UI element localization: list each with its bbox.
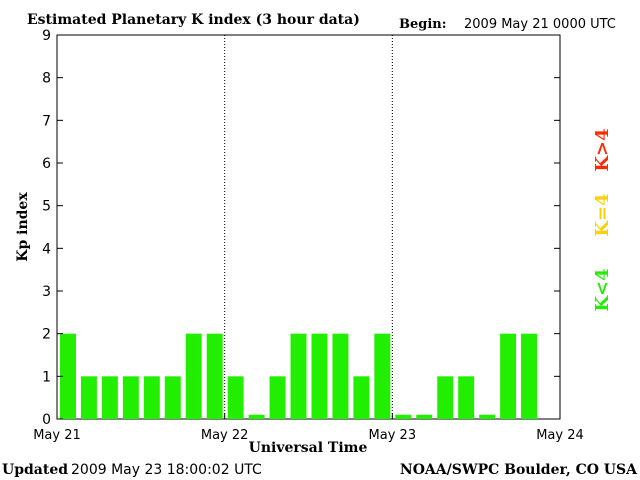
kp-bar: [479, 414, 496, 419]
legend-k-less-4: K<4: [592, 268, 613, 311]
x-tick-label: May 21: [33, 428, 81, 443]
updated-value: 2009 May 23 18:00:02 UTC: [71, 462, 262, 478]
x-tick-label: May 23: [369, 428, 417, 443]
kp-bar: [143, 376, 160, 419]
kp-bar: [416, 414, 433, 419]
kp-bar: [500, 333, 517, 419]
kp-bar: [206, 333, 223, 419]
kp-bar: [311, 333, 328, 419]
kp-bar: [332, 333, 349, 419]
y-tick-label: 1: [42, 369, 51, 385]
x-axis-ticks: May 21 May 22 May 23 May 24: [33, 413, 584, 443]
plot-frame: [56, 34, 561, 420]
y-axis-label: Kp index: [15, 192, 31, 262]
kp-bar: [395, 414, 412, 419]
y-tick-label: 2: [42, 327, 51, 343]
x-tick-label: May 22: [201, 428, 249, 443]
y-tick-label: 3: [42, 284, 51, 300]
kp-bar: [101, 376, 118, 419]
kp-bar: [458, 376, 475, 419]
legend-k-equal-4: K=4: [592, 193, 613, 236]
chart-title: Estimated Planetary K index (3 hour data…: [27, 12, 360, 28]
updated-label: Updated: [2, 462, 68, 478]
y-axis-ticks: 0 1 2 3 4 5 6 7 8 9: [42, 28, 560, 428]
y-tick-label: 4: [42, 241, 51, 257]
kp-bar: [521, 333, 538, 419]
kp-bar: [290, 333, 307, 419]
source-credit: NOAA/SWPC Boulder, CO USA: [400, 462, 638, 478]
bars: [60, 333, 538, 419]
legend-k-greater-4: K>4: [592, 128, 613, 171]
kp-bar: [185, 333, 202, 419]
y-tick-label: 6: [42, 156, 51, 172]
day-separators: [224, 35, 393, 419]
y-tick-label: 7: [42, 113, 51, 129]
y-tick-label: 8: [42, 71, 51, 87]
kp-bar: [227, 376, 244, 419]
kp-bar: [60, 333, 76, 419]
begin-label: Begin:: [399, 17, 447, 32]
x-axis-label: Universal Time: [249, 440, 368, 456]
y-tick-label: 9: [42, 28, 51, 44]
kp-bar: [122, 376, 139, 419]
y-tick-label: 5: [42, 199, 51, 215]
kp-bar: [80, 376, 97, 419]
kp-bar: [353, 376, 370, 419]
kp-bar: [437, 376, 454, 419]
kp-bar: [374, 333, 391, 419]
x-tick-label: May 24: [536, 428, 584, 443]
kp-bar: [164, 376, 181, 419]
kp-bar: [248, 414, 265, 419]
y-tick-label: 0: [42, 412, 51, 428]
begin-value: 2009 May 21 0000 UTC: [464, 17, 616, 32]
kp-bar: [269, 376, 286, 419]
